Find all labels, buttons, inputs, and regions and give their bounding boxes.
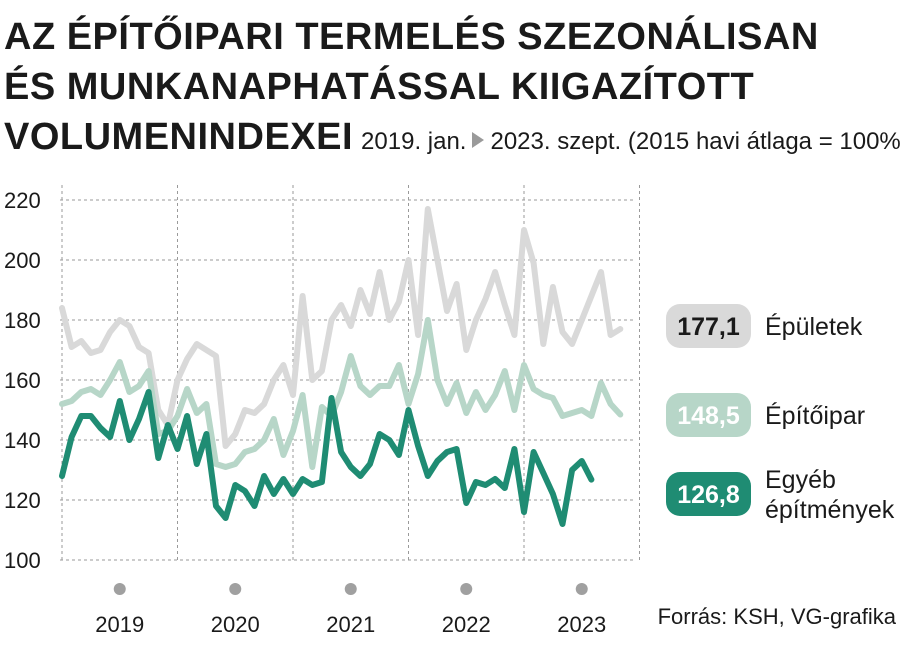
x-tick-label-2021: 2021: [326, 612, 375, 637]
chart-title-line-3: VOLUMENINDEXEI 2019. jan. 2023. szept. (20…: [4, 116, 900, 159]
year-marker-dot-2021: [344, 583, 357, 595]
legend-value-1: 148,5: [677, 402, 740, 430]
x-tick-label-2019: 2019: [95, 612, 144, 637]
x-tick-label-2020: 2020: [211, 612, 260, 637]
legend-label-1: Építőipar: [765, 401, 865, 430]
legend-value-0: 177,1: [677, 313, 740, 341]
year-marker-dot-2019: [113, 583, 126, 595]
chart-subtitle: 2019. jan. 2023. szept. (2015 havi átlaga…: [361, 128, 900, 155]
legend-label-0: Épületek: [765, 312, 863, 341]
period-start: 2019. jan.: [361, 128, 467, 155]
legend-badge-2: [666, 472, 751, 516]
y-tick-label-180: 180: [4, 308, 41, 333]
y-tick-label-160: 160: [4, 368, 41, 393]
year-marker-dot-2022: [460, 583, 473, 595]
series-line-0: [59, 206, 624, 449]
y-tick-label-120: 120: [4, 488, 41, 513]
series-line-2: [59, 389, 595, 527]
y-tick-label-100: 100: [4, 548, 41, 573]
x-tick-label-2022: 2022: [442, 612, 491, 637]
y-tick-label-140: 140: [4, 428, 41, 453]
period-end: 2023. szept. (2015 havi átlaga = 100%): [490, 128, 900, 155]
chart-title-line-3-text: VOLUMENINDEXEI: [4, 116, 354, 158]
y-tick-label-220: 220: [4, 188, 41, 213]
x-tick-label-2023: 2023: [557, 612, 606, 637]
legend-label-2-line-1: Egyéb: [765, 466, 836, 494]
series-line-1: [59, 317, 624, 470]
legend-value-2: 126,8: [677, 481, 740, 509]
chart-title-line-1: AZ ÉPÍTŐIPARI TERMELÉS SZEZONÁLISAN: [4, 16, 819, 58]
chart-title-line-2: ÉS MUNKANAPHATÁSSAL KIIGAZÍTOTT: [4, 66, 755, 108]
year-marker-dot-2023: [575, 583, 588, 595]
play-triangle-icon: [472, 132, 485, 148]
source-note: Forrás: KSH, VG-grafika: [657, 604, 896, 629]
legend-badge-0: [666, 304, 751, 348]
year-marker-dot-2020: [229, 583, 242, 595]
legend-label-2-line-2: építmények: [765, 496, 895, 524]
legend-badge-1: [666, 393, 751, 437]
y-tick-label-200: 200: [4, 248, 41, 273]
